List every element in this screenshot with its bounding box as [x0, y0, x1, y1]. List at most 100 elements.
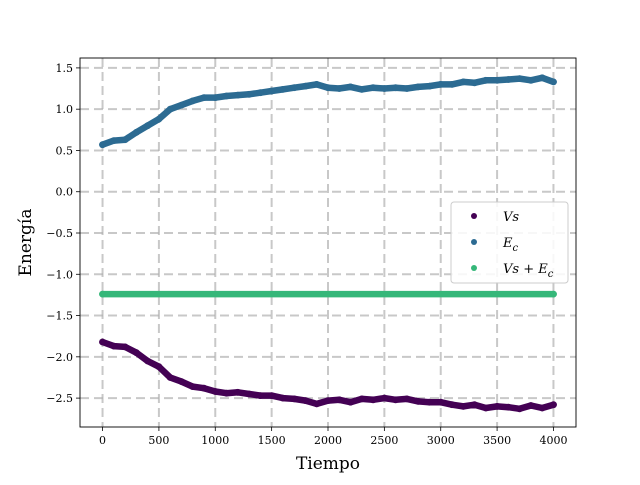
- y-tick-label: −2.5: [46, 392, 73, 405]
- x-tick-label: 1000: [201, 434, 229, 447]
- data-point: [493, 76, 501, 84]
- data-point: [121, 343, 129, 351]
- data-point: [403, 85, 411, 92]
- y-tick-label: −0.5: [46, 227, 73, 240]
- data-point: [381, 394, 388, 402]
- data-point: [245, 390, 253, 398]
- data-point: [392, 84, 399, 92]
- data-point: [369, 84, 377, 92]
- series-0: [99, 338, 557, 413]
- data-point: [189, 383, 197, 390]
- data-point: [110, 137, 118, 145]
- data-point: [358, 395, 366, 403]
- data-point: [200, 384, 208, 392]
- data-point: [482, 404, 490, 412]
- legend-label: Vs + Ec: [503, 262, 554, 280]
- data-point: [245, 90, 253, 98]
- data-point: [279, 86, 287, 93]
- data-point: [133, 128, 140, 136]
- x-tick-label: 0: [99, 434, 106, 447]
- y-tick-label: −2.0: [46, 351, 73, 364]
- data-point: [155, 115, 163, 123]
- data-point: [414, 398, 422, 405]
- legend-box: [450, 201, 569, 284]
- legend-marker: [471, 265, 477, 271]
- legend-marker: [471, 213, 477, 219]
- data-point: [290, 84, 298, 92]
- data-point: [505, 76, 512, 83]
- data-point: [369, 396, 377, 404]
- data-point: [459, 403, 467, 410]
- data-point: [155, 363, 163, 371]
- data-point: [268, 392, 275, 399]
- data-point: [381, 85, 388, 92]
- data-point: [527, 402, 535, 409]
- x-tick-label: 3000: [427, 434, 455, 447]
- data-point: [189, 97, 197, 105]
- data-point: [550, 290, 557, 298]
- data-point: [516, 75, 523, 82]
- data-point: [99, 290, 106, 298]
- data-point: [550, 401, 557, 409]
- data-point: [302, 397, 309, 404]
- data-point: [437, 81, 445, 88]
- data-point: [211, 94, 219, 101]
- data-point: [257, 392, 264, 399]
- y-tick-label: 1.5: [56, 62, 74, 75]
- data-point: [358, 86, 366, 93]
- series-layer: [99, 74, 557, 413]
- data-point: [538, 404, 546, 412]
- data-point: [324, 84, 332, 92]
- data-point: [448, 401, 456, 409]
- data-point: [178, 378, 185, 385]
- data-point: [414, 83, 422, 91]
- data-point: [178, 101, 185, 109]
- legend-marker: [471, 239, 477, 245]
- data-point: [257, 89, 264, 97]
- data-point: [392, 396, 399, 404]
- data-point: [471, 401, 478, 409]
- data-point: [313, 400, 321, 408]
- data-point: [234, 388, 242, 396]
- y-tick-label: 0.5: [56, 144, 74, 157]
- data-point: [133, 349, 140, 357]
- data-point: [347, 83, 354, 91]
- data-point: [313, 81, 321, 88]
- y-axis-label: Energía: [16, 209, 36, 277]
- data-point: [324, 397, 332, 404]
- y-tick-label: −1.0: [46, 268, 73, 281]
- x-tick-label: 2000: [314, 434, 342, 447]
- data-point: [166, 374, 174, 381]
- x-tick-label: 4000: [539, 434, 567, 447]
- data-point: [121, 136, 129, 144]
- data-point: [403, 395, 411, 403]
- data-point: [493, 403, 501, 410]
- x-tick-label: 500: [148, 434, 169, 447]
- grid: [80, 58, 576, 427]
- y-tick-label: 0.0: [56, 186, 74, 199]
- series-2: [99, 290, 557, 298]
- data-point: [234, 91, 242, 99]
- data-point: [290, 395, 298, 403]
- data-point: [99, 141, 106, 149]
- data-point: [223, 389, 230, 397]
- data-point: [482, 76, 490, 84]
- y-tick-label: −1.5: [46, 310, 73, 323]
- x-tick-label: 2500: [370, 434, 398, 447]
- data-point: [144, 122, 152, 130]
- data-point: [110, 342, 118, 350]
- x-axis-label: Tiempo: [296, 454, 360, 474]
- data-point: [505, 403, 512, 411]
- data-point: [426, 398, 433, 406]
- data-point: [211, 388, 219, 395]
- data-point: [459, 78, 467, 86]
- data-point: [302, 82, 309, 90]
- data-point: [268, 87, 275, 95]
- data-point: [527, 76, 535, 84]
- data-point: [99, 338, 106, 346]
- data-point: [471, 79, 478, 87]
- data-point: [223, 92, 230, 100]
